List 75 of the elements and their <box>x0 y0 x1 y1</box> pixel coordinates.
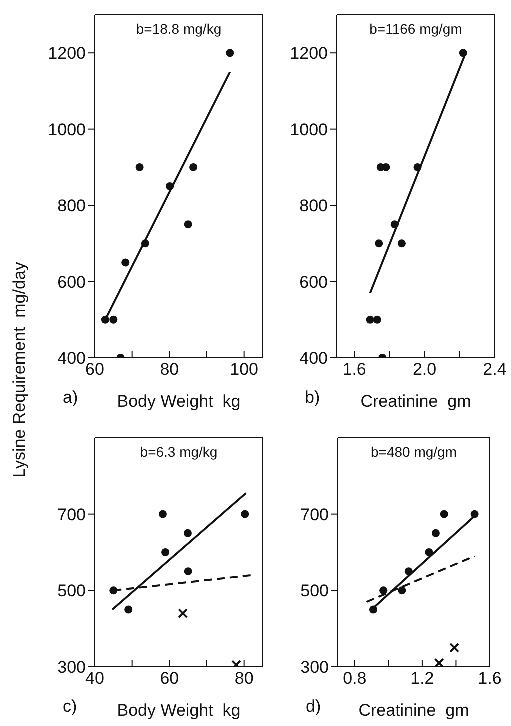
x-tick-label: 1.6 <box>342 360 366 380</box>
y-tick-label: 500 <box>58 582 86 601</box>
annotation: b=1166 mg/gm <box>368 21 464 37</box>
annotation: b=6.3 mg/kg <box>139 444 219 460</box>
text: c) <box>63 697 78 717</box>
point <box>110 586 118 595</box>
x-tick-label: 2.0 <box>412 360 437 380</box>
point <box>380 586 388 595</box>
point <box>110 316 118 324</box>
text: d) <box>306 697 322 717</box>
y-tick-label: 600 <box>58 272 86 292</box>
y-tick-label: 600 <box>300 272 328 292</box>
point <box>398 586 406 595</box>
point <box>425 548 434 556</box>
x-tick-label: 1.6 <box>478 669 502 688</box>
point <box>369 606 378 614</box>
x-tick-label: 80 <box>160 360 180 380</box>
y-tick-label: 400 <box>58 349 86 368</box>
point <box>190 163 198 172</box>
y-axis-title: Lysine Requirement mg/day <box>10 262 30 478</box>
y-tick-label: 700 <box>58 505 86 524</box>
y-tick-label: 700 <box>300 505 329 524</box>
point <box>432 529 440 538</box>
y-tick-label: 1000 <box>290 120 328 140</box>
x-axis-title: Body Weight kg <box>116 701 242 721</box>
text: b) <box>305 388 320 408</box>
point <box>241 510 250 518</box>
point <box>162 548 170 556</box>
point <box>398 240 406 248</box>
point <box>404 568 413 576</box>
y-tick-label: 1200 <box>290 44 328 64</box>
point <box>178 608 188 619</box>
point <box>440 510 448 518</box>
point <box>375 240 384 248</box>
x-tick-label: 2.4 <box>483 360 507 380</box>
x-axis-title: Body Weight kg <box>116 392 242 412</box>
point <box>166 182 174 190</box>
point <box>184 529 192 538</box>
point <box>226 49 234 58</box>
y-tick-label: 800 <box>300 196 328 216</box>
y-tick-label: 400 <box>300 349 328 368</box>
y-tick-label: 500 <box>300 582 329 601</box>
x-tick-label: 60 <box>160 669 180 688</box>
x-tick-label: 1.2 <box>410 669 434 688</box>
point <box>366 316 374 324</box>
point <box>101 316 110 324</box>
x-tick-label: 60 <box>86 360 104 380</box>
text: a) <box>63 388 78 408</box>
point <box>141 240 150 248</box>
x-axis-title: Creatinine gm <box>358 701 470 721</box>
point <box>459 49 468 58</box>
point <box>434 658 444 667</box>
point <box>390 220 399 229</box>
x-axis-title: Creatinine gm <box>360 392 472 412</box>
point <box>124 606 133 614</box>
y-tick-label: 1200 <box>48 44 86 64</box>
x-tick-label: 100 <box>230 360 259 380</box>
point <box>184 220 192 229</box>
point <box>414 163 422 172</box>
y-tick-label: 1000 <box>48 120 86 140</box>
point <box>373 316 382 324</box>
y-tick-label: 300 <box>58 658 86 678</box>
x-tick-label: 40 <box>86 669 104 688</box>
point <box>158 510 167 518</box>
point <box>122 258 130 267</box>
point <box>184 568 192 576</box>
annotation: b=18.8 mg/kg <box>135 21 223 37</box>
x-tick-label: 80 <box>234 669 254 688</box>
y-tick-label: 800 <box>58 196 86 216</box>
point <box>136 163 144 172</box>
annotation: b=480 mg/gm <box>370 444 458 460</box>
point <box>450 642 460 653</box>
y-tick-label: 300 <box>300 658 329 678</box>
x-tick-label: 0.8 <box>343 669 367 688</box>
point <box>470 510 479 518</box>
